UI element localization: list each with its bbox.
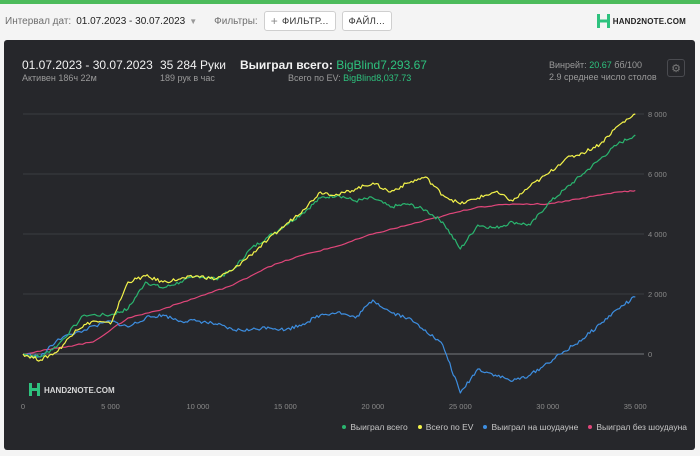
legend-item-ev[interactable]: Всего по EV xyxy=(417,422,474,432)
x-tick-label: 5 000 xyxy=(101,402,120,411)
ev-total: Всего по EV: BigBlind8,037.73 xyxy=(288,73,411,83)
file-button-label: ФАЙЛ... xyxy=(348,15,385,27)
chart-watermark-text: HAND2NOTE.COM xyxy=(44,386,115,395)
legend-label-showdown: Выиграл на шоудауне xyxy=(491,422,579,432)
legend-label-ev: Всего по EV xyxy=(425,422,474,432)
x-tick-label: 0 xyxy=(21,402,25,411)
won-total: Выиграл всего: BigBlind7,293.67 xyxy=(240,58,427,72)
x-tick-label: 15 000 xyxy=(274,402,297,411)
top-accent-strip xyxy=(0,0,700,4)
plus-icon: + xyxy=(270,14,278,28)
ev-total-value: BigBlind8,037.73 xyxy=(343,73,412,83)
legend-dot-won xyxy=(342,425,347,429)
legend-label-won: Выиграл всего xyxy=(350,422,408,432)
y-tick-label: 6 000 xyxy=(648,170,667,179)
y-tick-label: 0 xyxy=(648,350,652,359)
x-tick-label: 10 000 xyxy=(186,402,209,411)
brand-logo: HAND2NOTE.COM xyxy=(596,14,686,28)
filters-label: Фильтры: xyxy=(214,15,258,27)
profit-line-chart: 0 5 000 10 000 15 000 20 000 25 000 30 000 35 0… xyxy=(21,110,667,411)
series-line-no_showdown xyxy=(22,189,636,355)
legend-item-won[interactable]: Выиграл всего xyxy=(342,422,408,432)
file-button[interactable]: ФАЙЛ... xyxy=(341,11,392,31)
legend-dot-showdown xyxy=(483,425,488,429)
winrate: Винрейт: 20.67 бб/100 xyxy=(549,60,642,70)
winrate-label: Винрейт: xyxy=(549,60,587,70)
winrate-unit: бб/100 xyxy=(614,60,643,70)
y-tick-label: 2 000 xyxy=(648,290,667,299)
filter-bar: Интервал дат: 01.07.2023 - 30.07.2023 ▼ … xyxy=(0,4,700,38)
brand-logo-text: HAND2NOTE.COM xyxy=(612,16,686,26)
hands-per-hour: 189 рук в час xyxy=(160,73,215,83)
y-tick-label: 8 000 xyxy=(648,110,667,119)
date-interval-label: Интервал дат: xyxy=(5,15,72,27)
legend-dot-no-showdown xyxy=(588,425,593,429)
chart-legend: Выиграл всего Всего по EV Выиграл на шоу… xyxy=(342,422,687,432)
won-total-value: BigBlind7,293.67 xyxy=(336,58,427,72)
x-tick-label: 20 000 xyxy=(361,402,384,411)
series-line-ev xyxy=(22,113,636,362)
gear-icon[interactable]: ⚙ xyxy=(667,59,685,77)
series-line-showdown xyxy=(22,296,636,394)
legend-item-showdown[interactable]: Выиграл на шоудауне xyxy=(483,422,578,432)
legend-label-no-showdown: Выиграл без шоудауна xyxy=(596,422,687,432)
date-interval-select[interactable]: 01.07.2023 - 30.07.2023 xyxy=(76,15,186,27)
hand2note-logo-icon xyxy=(596,14,610,28)
hands-count: 35 284 Руки xyxy=(160,58,226,72)
x-tick-label: 25 000 xyxy=(449,402,472,411)
x-tick-label: 30 000 xyxy=(536,402,559,411)
ev-total-label: Всего по EV: xyxy=(288,73,341,83)
chevron-down-icon[interactable]: ▼ xyxy=(189,16,198,26)
legend-dot-ev xyxy=(417,425,422,429)
legend-item-no-showdown[interactable]: Выиграл без шоудауна xyxy=(588,422,687,432)
chart-watermark: HAND2NOTE.COM xyxy=(29,383,115,396)
x-tick-label: 35 000 xyxy=(624,402,647,411)
filter-button-label: ФИЛЬТР... xyxy=(282,15,329,27)
active-time: Активен 186ч 22м xyxy=(22,73,97,83)
date-range-title: 01.07.2023 - 30.07.2023 xyxy=(22,58,153,72)
winrate-value: 20.67 xyxy=(589,60,612,70)
filter-button[interactable]: + ФИЛЬТР... xyxy=(263,11,336,31)
series-line-won xyxy=(22,134,636,359)
y-tick-label: 4 000 xyxy=(648,230,667,239)
won-total-label: Выиграл всего: xyxy=(240,58,333,72)
graph-panel: 01.07.2023 - 30.07.2023 Активен 186ч 22м… xyxy=(4,40,695,450)
avg-tables: 2.9 среднее число столов xyxy=(549,72,657,82)
